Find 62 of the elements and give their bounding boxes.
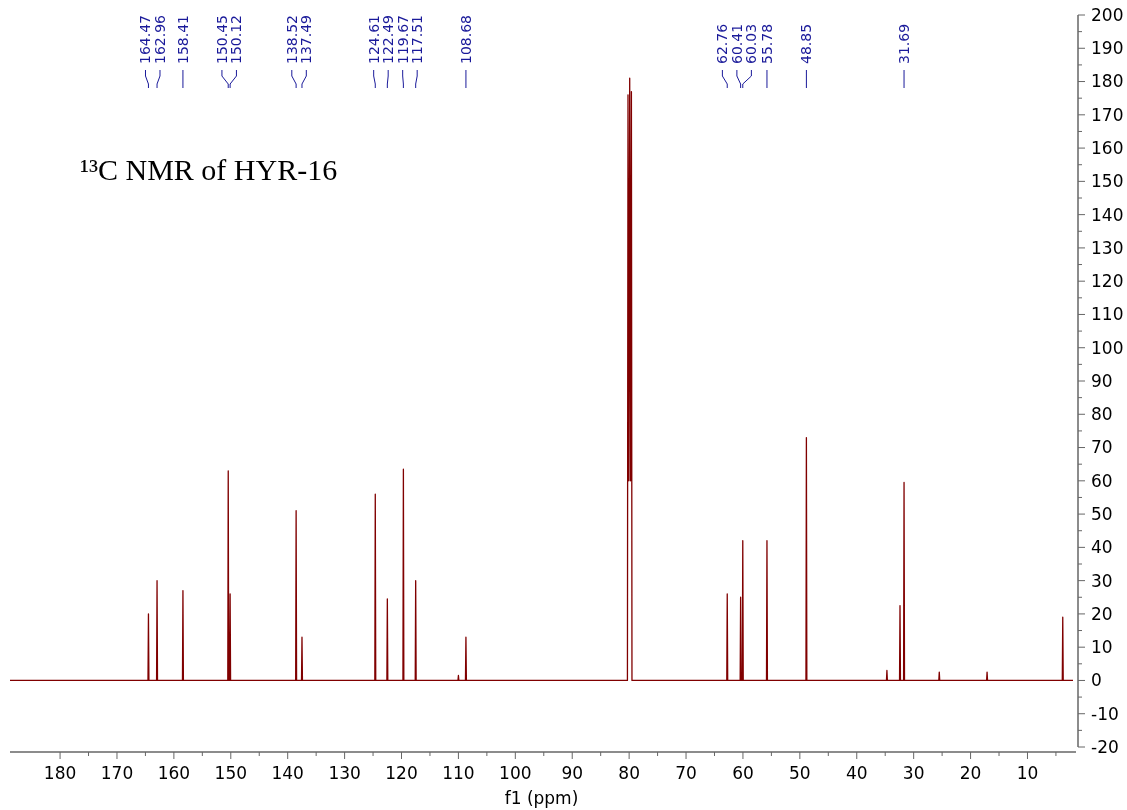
x-tick-label: 40 xyxy=(845,763,868,783)
annotation: 162.96 xyxy=(152,14,168,64)
annotation: 138.52 xyxy=(283,15,300,64)
x-tick-label: 70 xyxy=(675,763,697,783)
y-tick-label: 180 xyxy=(1091,71,1124,92)
y-tick-label: 80 xyxy=(1091,404,1113,425)
x-tick-label: 90 xyxy=(561,763,584,783)
x-tick-label: 140 xyxy=(271,763,304,783)
x-tick-label: 170 xyxy=(100,763,134,783)
x-tick-label: 50 xyxy=(789,763,811,783)
y-tick-label: 160 xyxy=(1091,138,1124,159)
y-tick-label: 50 xyxy=(1091,504,1113,525)
x-tick-label: 20 xyxy=(959,763,982,783)
x-tick-label: 180 xyxy=(43,763,77,783)
y-tick-label: 100 xyxy=(1091,337,1124,358)
annotation: 108.68 xyxy=(457,15,474,64)
line-series xyxy=(9,77,1074,682)
y-tick-label: 190 xyxy=(1091,38,1124,59)
y-tick-label: 20 xyxy=(1091,603,1113,624)
annotation: 62.76 xyxy=(714,23,731,64)
annotation: 164.47 xyxy=(137,15,154,64)
x-tick-label: 10 xyxy=(1016,763,1039,783)
annotation: 122.49 xyxy=(380,15,397,64)
annotation: 31.69 xyxy=(896,23,913,64)
y-tick-label: 150 xyxy=(1091,171,1124,192)
y-tick-label: 40 xyxy=(1091,537,1113,558)
y-tick-label: 170 xyxy=(1091,104,1124,125)
y-tick-label: 200 xyxy=(1091,4,1124,25)
text: ¹³C NMR of HYR-16 xyxy=(80,153,338,186)
annotation: 117.51 xyxy=(409,15,426,64)
annotation: 48.85 xyxy=(798,23,815,64)
annotation: 55.78 xyxy=(758,23,775,64)
y-tick-label: 140 xyxy=(1091,204,1124,225)
y-tick-label: 10 xyxy=(1091,637,1113,658)
annotation: 60.03 xyxy=(743,23,760,64)
annotation: 60.41 xyxy=(728,23,745,64)
x-tick-label: 120 xyxy=(385,763,418,783)
y-tick-label: 120 xyxy=(1091,271,1124,292)
x-tick-label: 130 xyxy=(328,763,361,783)
y-tick-label: -10 xyxy=(1091,703,1119,724)
x-tick-label: 160 xyxy=(157,763,191,783)
y-tick-label: 70 xyxy=(1091,437,1113,458)
x-tick-label: 150 xyxy=(214,763,248,783)
x-tick-label: 100 xyxy=(499,763,532,783)
annotation: 150.45 xyxy=(213,15,230,64)
annotation: 150.12 xyxy=(228,15,245,64)
y-tick-label: 60 xyxy=(1091,470,1113,491)
annotation: 124.61 xyxy=(365,15,382,64)
y-tick-label: 130 xyxy=(1091,237,1124,258)
annotation: 158.41 xyxy=(174,15,191,64)
annotation: 137.49 xyxy=(298,15,315,64)
x-axis-title: f1 (ppm) xyxy=(504,788,579,808)
x-tick-label: 30 xyxy=(902,763,925,783)
x-tick-label: 80 xyxy=(618,763,640,783)
annotation: 119.67 xyxy=(394,15,411,64)
y-tick-label: -20 xyxy=(1091,736,1119,757)
y-tick-label: 110 xyxy=(1091,304,1124,325)
y-tick-label: 90 xyxy=(1091,370,1113,391)
y-tick-label: 30 xyxy=(1091,570,1113,591)
y-tick-label: 0 xyxy=(1091,670,1102,691)
x-tick-label: 110 xyxy=(442,763,475,783)
x-tick-label: 60 xyxy=(732,763,754,783)
